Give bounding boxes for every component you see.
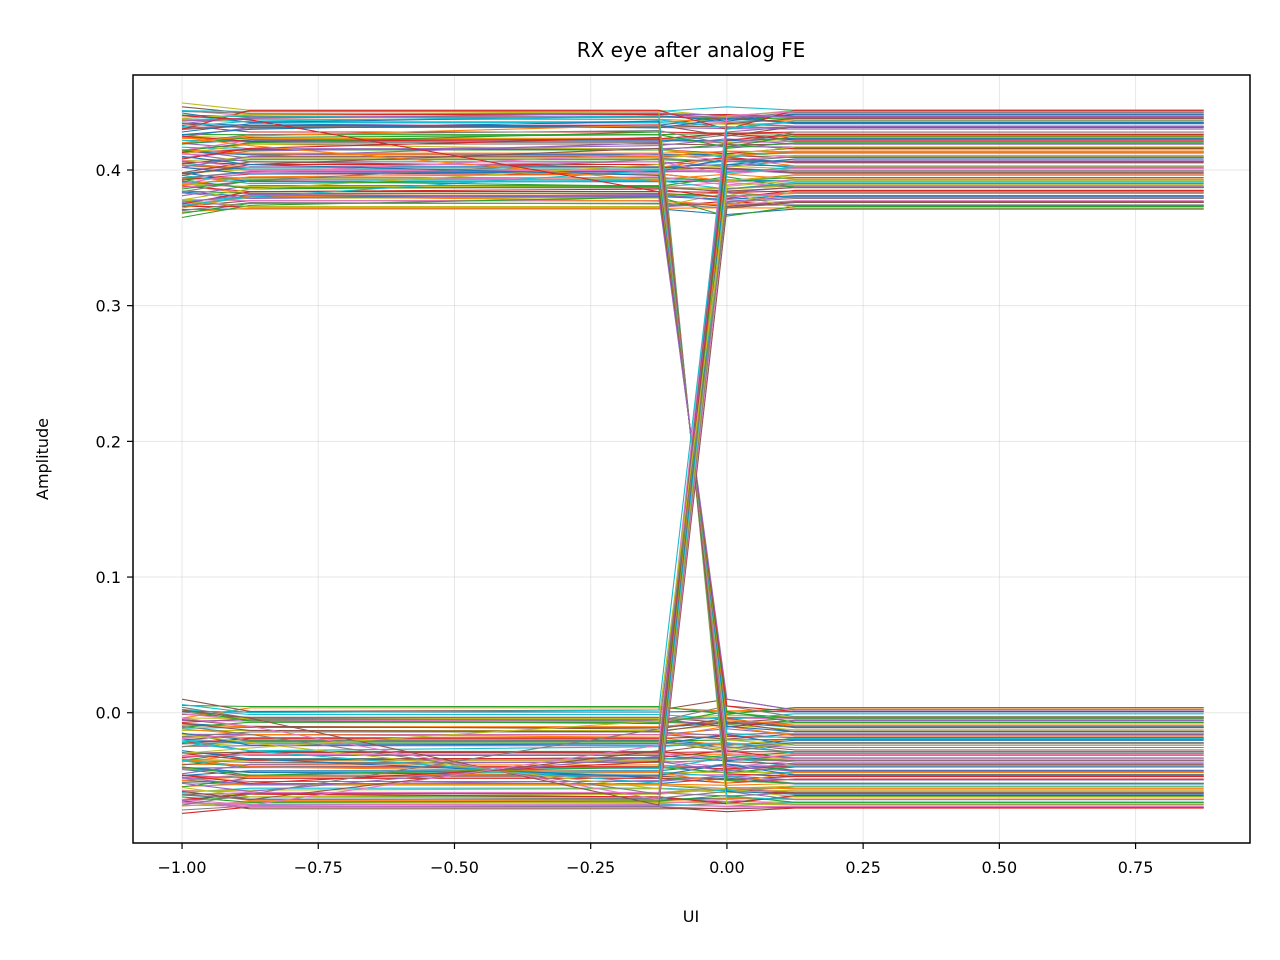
y-tick-label: 0.2 (96, 432, 121, 451)
plot-area (181, 102, 1204, 814)
eye-trace (181, 117, 1204, 133)
chart-title: RX eye after analog FE (577, 38, 806, 62)
eye-trace (181, 192, 1204, 209)
eye-trace (181, 806, 1204, 814)
eye-trace (181, 719, 1204, 725)
eye-trace (181, 183, 1204, 795)
x-axis-label: UI (683, 907, 699, 926)
eye-trace (181, 174, 1204, 790)
eye-trace (181, 804, 1204, 807)
eye-trace (181, 149, 1204, 163)
axes-frame (132, 74, 1251, 844)
eye-trace (181, 192, 1204, 801)
eye-trace (181, 150, 1204, 156)
eye-trace (181, 759, 1204, 763)
eye-trace (181, 158, 1204, 175)
eye-trace (181, 152, 1204, 167)
eye-trace (181, 149, 1204, 157)
eye-trace (181, 183, 1204, 190)
eye-trace (181, 143, 1204, 156)
y-tick-label: 0.1 (96, 568, 121, 587)
eye-trace (181, 111, 1204, 806)
eye-trace (181, 201, 1204, 806)
x-tick-label: 0.00 (709, 858, 745, 877)
eye-trace (181, 786, 1204, 794)
x-tick-label: −0.50 (430, 858, 479, 877)
y-tick-label: 0.4 (96, 161, 121, 180)
x-tick-label: −0.75 (294, 858, 343, 877)
eye-trace (181, 176, 1204, 190)
eye-trace (181, 134, 1204, 148)
x-tick-label: 0.25 (845, 858, 881, 877)
y-tick-label: 0.0 (96, 704, 121, 723)
eye-trace (181, 130, 1204, 145)
eye-trace (181, 117, 1204, 801)
eye-trace (181, 188, 1204, 205)
x-tick-label: 0.50 (982, 858, 1018, 877)
eye-trace (181, 142, 1204, 776)
eye-trace (181, 132, 1204, 143)
eye-trace (181, 109, 1204, 130)
eye-trace (181, 800, 1204, 810)
eye-trace (181, 158, 1204, 779)
y-axis: 0.0 0.1 0.2 0.3 0.4 (96, 161, 133, 723)
eye-trace (181, 138, 1204, 159)
eye-trace (181, 197, 1204, 806)
eye-trace (181, 157, 1204, 169)
eye-traces (181, 102, 1204, 814)
eye-trace (181, 774, 1204, 784)
eye-trace (181, 208, 1204, 216)
eye-trace (181, 120, 1204, 714)
y-tick-label: 0.3 (96, 297, 121, 316)
eye-trace (181, 793, 1204, 805)
x-axis: −1.00 −0.75 −0.50 −0.25 0.00 0.25 0.50 0.75 (158, 843, 1154, 877)
eye-trace (181, 126, 1204, 138)
eye-trace (181, 126, 1204, 792)
eye-trace (181, 794, 1204, 803)
x-tick-label: 0.75 (1118, 858, 1154, 877)
eye-trace (181, 763, 1204, 776)
eye-trace (181, 709, 1204, 725)
x-tick-label: −0.25 (566, 858, 615, 877)
eye-trace (181, 192, 1204, 202)
eye-trace (181, 754, 1204, 760)
eye-trace (181, 742, 1204, 754)
eye-trace (181, 752, 1204, 760)
x-tick-label: −1.00 (158, 858, 207, 877)
y-axis-label: Amplitude (33, 418, 52, 500)
eye-trace (181, 112, 1204, 124)
eye-trace (181, 771, 1204, 784)
eye-trace (181, 180, 1204, 754)
eye-trace (181, 732, 1204, 739)
eye-trace (181, 704, 1204, 715)
eye-trace (181, 196, 1204, 219)
eye-trace (181, 724, 1204, 732)
